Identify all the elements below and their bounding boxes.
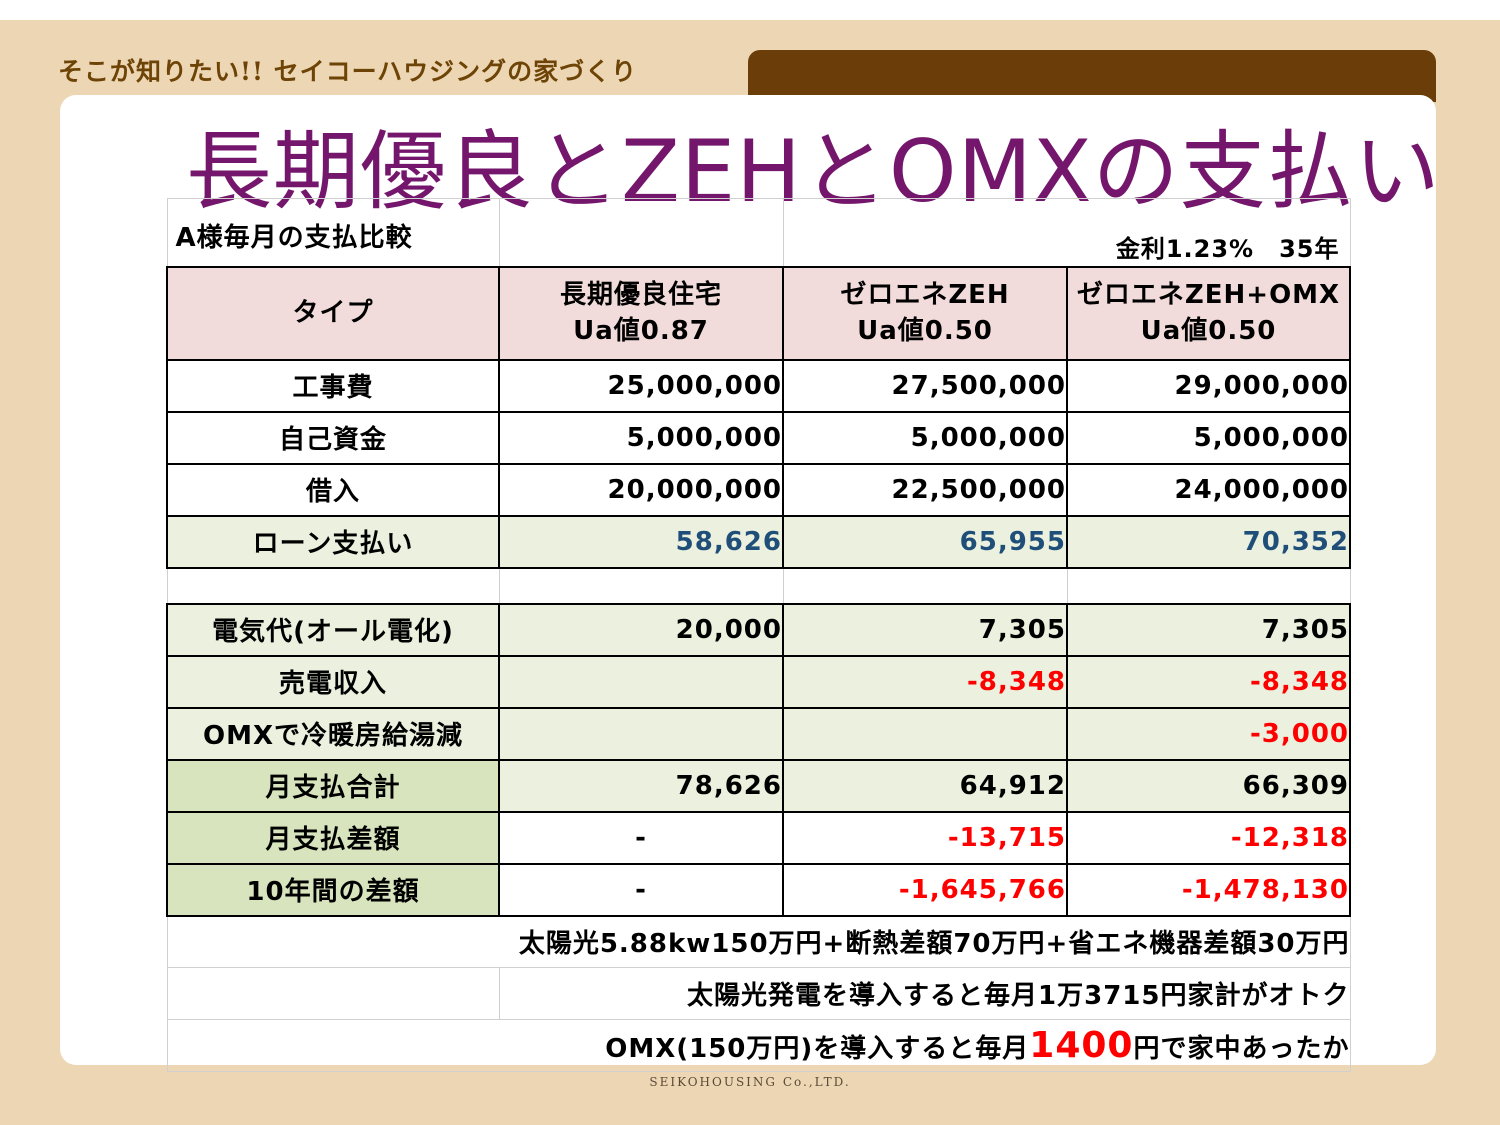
brand-tagline: そこが知りたい!! セイコーハウジングの家づくり (58, 57, 638, 86)
col-header-zeh: ゼロエネZEH Ua値0.50 (782, 265, 1068, 361)
col-header-long-term: 長期優良住宅 Ua値0.87 (498, 265, 784, 361)
header-accent-bar (748, 50, 1436, 102)
note-solar-saving: 太陽光発電を導入すると毎月1万3715円家計がオトク (498, 967, 1351, 1020)
caption-row: A様毎月の支払比較 金利1.23% 35年 (166, 198, 1351, 267)
table-row: OMXで冷暖房給湯減 -3,000 (166, 706, 1351, 761)
col-header-zeh-omx: ゼロエネZEH+OMX Ua値0.50 (1066, 265, 1351, 361)
type-header: タイプ (166, 265, 500, 361)
note-row: 太陽光5.88kw150万円+断熱差額70万円+省エネ機器差額30万円 (166, 915, 1351, 968)
table-row: 売電収入 -8,348 -8,348 (166, 654, 1351, 709)
table-caption: A様毎月の支払比較 (166, 198, 500, 267)
top-strip (0, 0, 1500, 20)
omx-highlight-number: 1400 (1029, 1025, 1134, 1066)
payment-comparison-table: A様毎月の支払比較 金利1.23% 35年 タイプ 長期優良住宅 Ua値0.87 … (166, 198, 1351, 1072)
table-row: ローン支払い 58,626 65,955 70,352 (166, 514, 1351, 569)
table-row: 月支払合計 78,626 64,912 66,309 (166, 758, 1351, 813)
table-row: 自己資金 5,000,000 5,000,000 5,000,000 (166, 410, 1351, 465)
table-row: 借入 20,000,000 22,500,000 24,000,000 (166, 462, 1351, 517)
company-footer: SEIKOHOUSING Co.,LTD. (649, 1075, 851, 1089)
table-row: 工事費 25,000,000 27,500,000 29,000,000 (166, 358, 1351, 413)
table-row: 月支払差額 - -13,715 -12,318 (166, 810, 1351, 865)
note-omx: OMX(150万円)を導入すると毎月1400円で家中あったか (166, 1019, 1351, 1072)
note-cost-breakdown: 太陽光5.88kw150万円+断熱差額70万円+省エネ機器差額30万円 (166, 915, 1351, 968)
table-row: 電気代(オール電化) 20,000 7,305 7,305 (166, 602, 1351, 657)
header-row: タイプ 長期優良住宅 Ua値0.87 ゼロエネZEH Ua値0.50 ゼロエネZEH… (166, 265, 1351, 361)
interest-rate-note: 金利1.23% 35年 (782, 198, 1351, 267)
note-row: 太陽光発電を導入すると毎月1万3715円家計がオトク (166, 967, 1351, 1020)
note-row: OMX(150万円)を導入すると毎月1400円で家中あったか (166, 1019, 1351, 1072)
spacer-row (166, 567, 1351, 604)
table-row: 10年間の差額 - -1,645,766 -1,478,130 (166, 862, 1351, 917)
